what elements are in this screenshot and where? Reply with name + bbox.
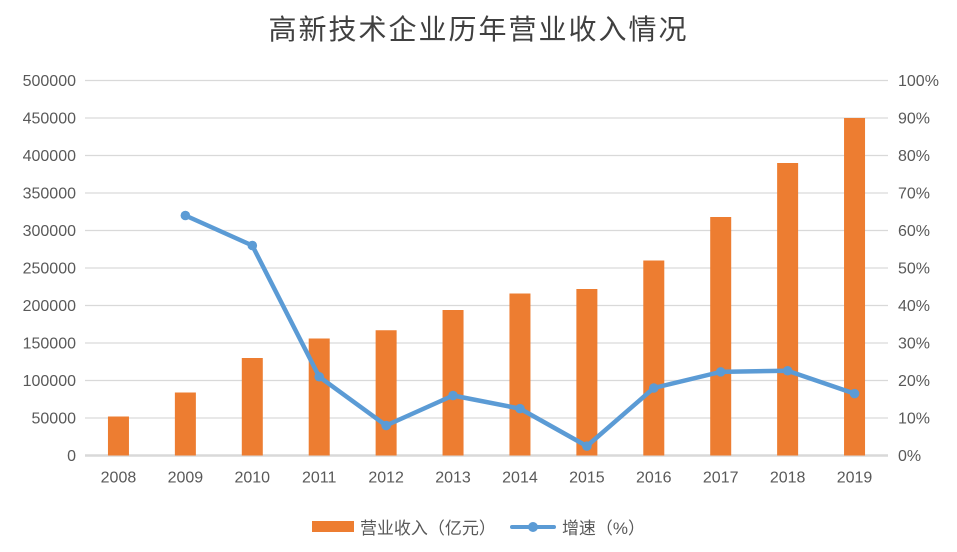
right-axis-tick-label: 80%: [898, 148, 930, 165]
right-axis-tick-label: 0%: [898, 448, 921, 465]
right-axis-tick-label: 90%: [898, 111, 930, 128]
bar-2018: [777, 163, 799, 456]
bar-2019: [844, 118, 866, 456]
left-axis-tick-label: 100000: [23, 373, 76, 390]
right-axis-tick-label: 10%: [898, 411, 930, 428]
bar-2014: [509, 293, 531, 456]
left-axis-tick-label: 50000: [32, 411, 77, 428]
x-axis-tick-label: 2019: [837, 470, 873, 487]
x-axis-tick-label: 2008: [101, 470, 137, 487]
left-axis-tick-label: 0: [67, 448, 76, 465]
bar-2010: [241, 358, 263, 456]
left-axis-tick-label: 300000: [23, 223, 76, 240]
bar-2008: [107, 416, 129, 456]
right-axis-tick-label: 100%: [898, 73, 939, 90]
line-marker-2013: [448, 390, 458, 401]
bar-2016: [643, 260, 665, 456]
left-axis-tick-label: 500000: [23, 73, 76, 90]
bar-2013: [442, 310, 464, 456]
bar-2015: [576, 289, 598, 456]
line-marker-2012: [381, 420, 391, 431]
chart-title: 高新技术企业历年营业收入情况: [268, 15, 689, 46]
bar-2011: [308, 338, 330, 456]
right-axis-tick-label: 70%: [898, 186, 930, 203]
right-axis-tick-label: 20%: [898, 373, 930, 390]
bar-2017: [710, 217, 732, 456]
legend: 营业收入（亿元） 增速（%）: [0, 514, 957, 539]
left-axis-tick-label: 350000: [23, 186, 76, 203]
left-axis-tick-label: 250000: [23, 261, 76, 278]
x-axis-tick-label: 2013: [435, 470, 471, 487]
x-axis-tick-label: 2009: [168, 470, 204, 487]
line-marker-2018: [782, 365, 793, 376]
line-marker-2015: [582, 441, 592, 451]
x-axis-tick-label: 2012: [368, 470, 404, 487]
line-marker-2009: [180, 210, 191, 221]
x-axis-tick-label: 2018: [770, 470, 806, 487]
legend-line-swatch-icon: [509, 521, 556, 533]
x-axis-tick-label: 2016: [636, 470, 672, 487]
right-axis-tick-label: 50%: [898, 261, 930, 278]
bar-2012: [375, 330, 397, 456]
right-axis-tick-label: 30%: [898, 336, 930, 353]
left-axis-tick-label: 200000: [23, 298, 76, 315]
x-axis-tick-label: 2017: [703, 470, 739, 487]
line-marker-2010: [247, 240, 258, 251]
legend-bar-swatch-icon: [311, 521, 354, 532]
bar-2009: [174, 392, 196, 456]
right-axis-tick-label: 40%: [898, 298, 930, 315]
left-axis-tick-label: 450000: [23, 111, 76, 128]
line-marker-2017: [715, 367, 726, 377]
x-axis-tick-label: 2010: [234, 470, 270, 487]
line-marker-2011: [314, 371, 325, 382]
legend-line-marker-icon: [527, 521, 538, 532]
x-axis-tick-label: 2011: [302, 470, 337, 487]
left-axis-tick-label: 150000: [23, 336, 76, 353]
left-axis-tick-label: 400000: [23, 148, 76, 165]
line-marker-2014: [515, 403, 525, 414]
right-axis-tick-label: 60%: [898, 223, 930, 240]
legend-bar-label: 营业收入（亿元）: [359, 519, 496, 538]
x-axis-tick-label: 2014: [502, 470, 538, 487]
line-marker-2016: [648, 383, 659, 393]
line-marker-2019: [849, 388, 860, 399]
legend-line-label: 增速（%）: [561, 519, 646, 538]
x-axis-tick-label: 2015: [569, 470, 605, 487]
